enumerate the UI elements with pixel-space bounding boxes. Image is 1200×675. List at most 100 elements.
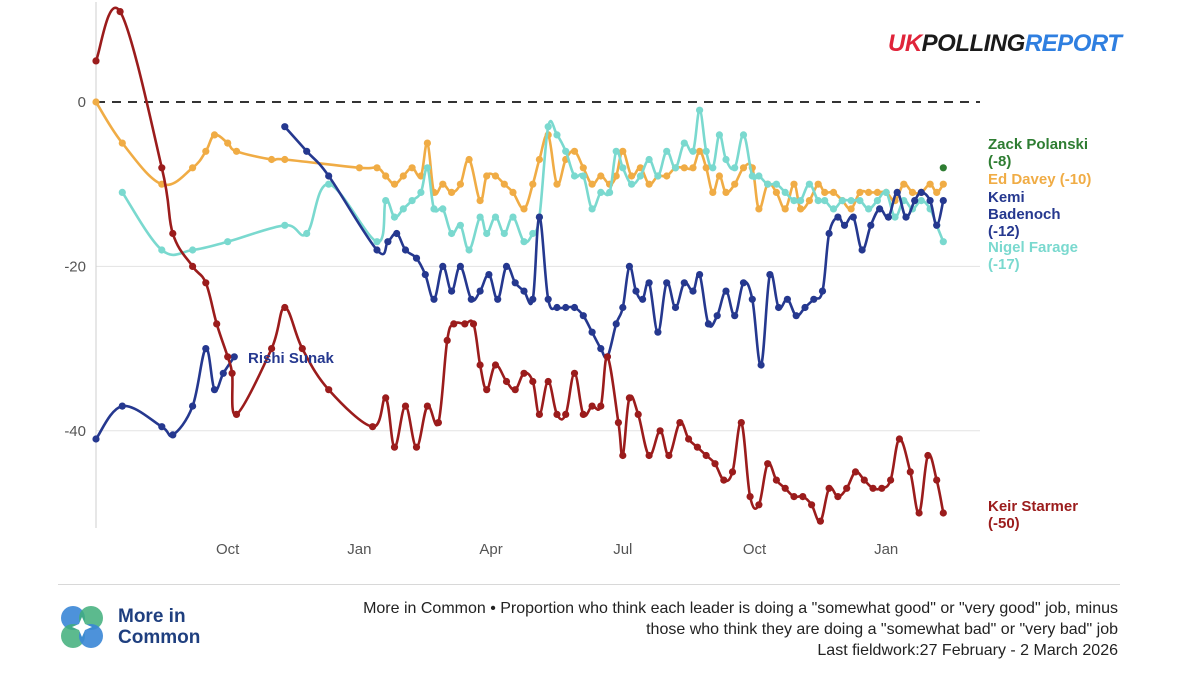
data-point <box>639 295 647 303</box>
data-point <box>399 172 407 180</box>
data-point <box>417 172 425 180</box>
data-point <box>281 303 289 312</box>
data-point <box>939 180 947 188</box>
data-point <box>92 435 100 443</box>
series-rishi-sunak <box>92 345 238 443</box>
data-point <box>448 229 456 238</box>
data-point <box>461 320 469 328</box>
data-point <box>373 164 381 172</box>
data-point <box>408 164 416 172</box>
data-point <box>821 188 829 196</box>
data-point <box>775 303 783 312</box>
data-point <box>476 287 484 295</box>
data-point <box>423 139 431 147</box>
data-point <box>933 221 941 229</box>
data-point <box>645 180 653 188</box>
data-point <box>728 468 737 476</box>
data-point <box>926 180 934 188</box>
data-point <box>829 205 838 213</box>
data-point <box>373 238 381 246</box>
data-point <box>412 443 421 451</box>
data-point <box>702 164 710 172</box>
series-label-nigel-farage: Nigel Farage (-17) <box>988 239 1078 273</box>
data-point <box>671 164 680 172</box>
data-point <box>895 435 904 443</box>
data-point <box>696 147 704 155</box>
data-point <box>597 345 605 353</box>
data-point <box>924 451 932 460</box>
data-point <box>645 155 653 164</box>
data-point <box>511 279 519 287</box>
footer-divider <box>58 584 1120 585</box>
data-point <box>911 197 919 205</box>
data-point <box>390 180 399 188</box>
data-point <box>680 279 688 287</box>
data-point <box>917 197 925 205</box>
data-point <box>408 197 416 205</box>
data-point <box>689 164 697 172</box>
data-point <box>355 164 363 172</box>
data-point <box>619 147 627 155</box>
data-point <box>858 246 866 254</box>
series <box>92 6 947 525</box>
data-point <box>882 188 890 196</box>
data-point <box>825 229 833 238</box>
data-point <box>232 410 241 418</box>
data-point <box>696 271 704 279</box>
data-point <box>325 386 333 394</box>
series-label-kemi-badenoch: Kemi Badenoch (-12) <box>988 189 1061 240</box>
data-point <box>645 451 653 460</box>
data-point <box>755 205 763 213</box>
data-point <box>766 271 774 279</box>
data-point <box>401 246 410 254</box>
data-point <box>722 155 730 164</box>
series-label-ed-davey: Ed Davey (-10) <box>988 171 1091 188</box>
data-point <box>865 188 873 196</box>
data-point <box>781 205 789 213</box>
data-point <box>553 131 561 139</box>
data-point <box>570 172 579 180</box>
brand-polling: POLLING <box>921 30 1026 57</box>
data-point <box>92 57 100 65</box>
data-point <box>847 197 855 205</box>
data-point <box>390 443 399 451</box>
data-point <box>619 164 627 172</box>
data-point <box>390 213 399 221</box>
data-point <box>467 295 475 303</box>
data-point <box>884 213 893 221</box>
data-point <box>939 197 947 205</box>
data-point <box>801 303 809 312</box>
data-point <box>680 139 688 147</box>
data-point <box>118 139 126 147</box>
data-point <box>821 197 829 205</box>
data-point <box>520 238 528 246</box>
data-point <box>783 295 792 303</box>
data-point <box>702 451 710 460</box>
data-point <box>268 345 276 353</box>
data-point <box>709 188 717 196</box>
data-point <box>636 172 645 180</box>
data-point <box>303 229 311 238</box>
data-point <box>434 419 442 427</box>
y-tick-label: -20 <box>64 258 86 275</box>
more-in-common-logo-icon <box>61 606 103 648</box>
data-point <box>860 476 868 484</box>
data-point <box>739 131 748 139</box>
data-point <box>715 172 724 180</box>
data-point <box>939 238 947 246</box>
x-tick-label: Oct <box>216 541 240 558</box>
data-point <box>298 345 306 353</box>
data-point <box>491 361 500 369</box>
data-point <box>382 394 390 402</box>
data-point <box>851 468 860 476</box>
data-point <box>219 369 227 377</box>
data-point <box>731 312 739 320</box>
data-point <box>579 172 587 180</box>
data-point <box>529 180 537 188</box>
data-point <box>781 484 789 492</box>
x-tick-label: Jul <box>613 541 632 558</box>
series-label-zack-polanski: Zack Polanski (-8) <box>988 136 1088 170</box>
data-point <box>603 353 612 361</box>
series-label-rishi-sunak: Rishi Sunak <box>248 350 335 367</box>
data-point <box>873 188 882 196</box>
